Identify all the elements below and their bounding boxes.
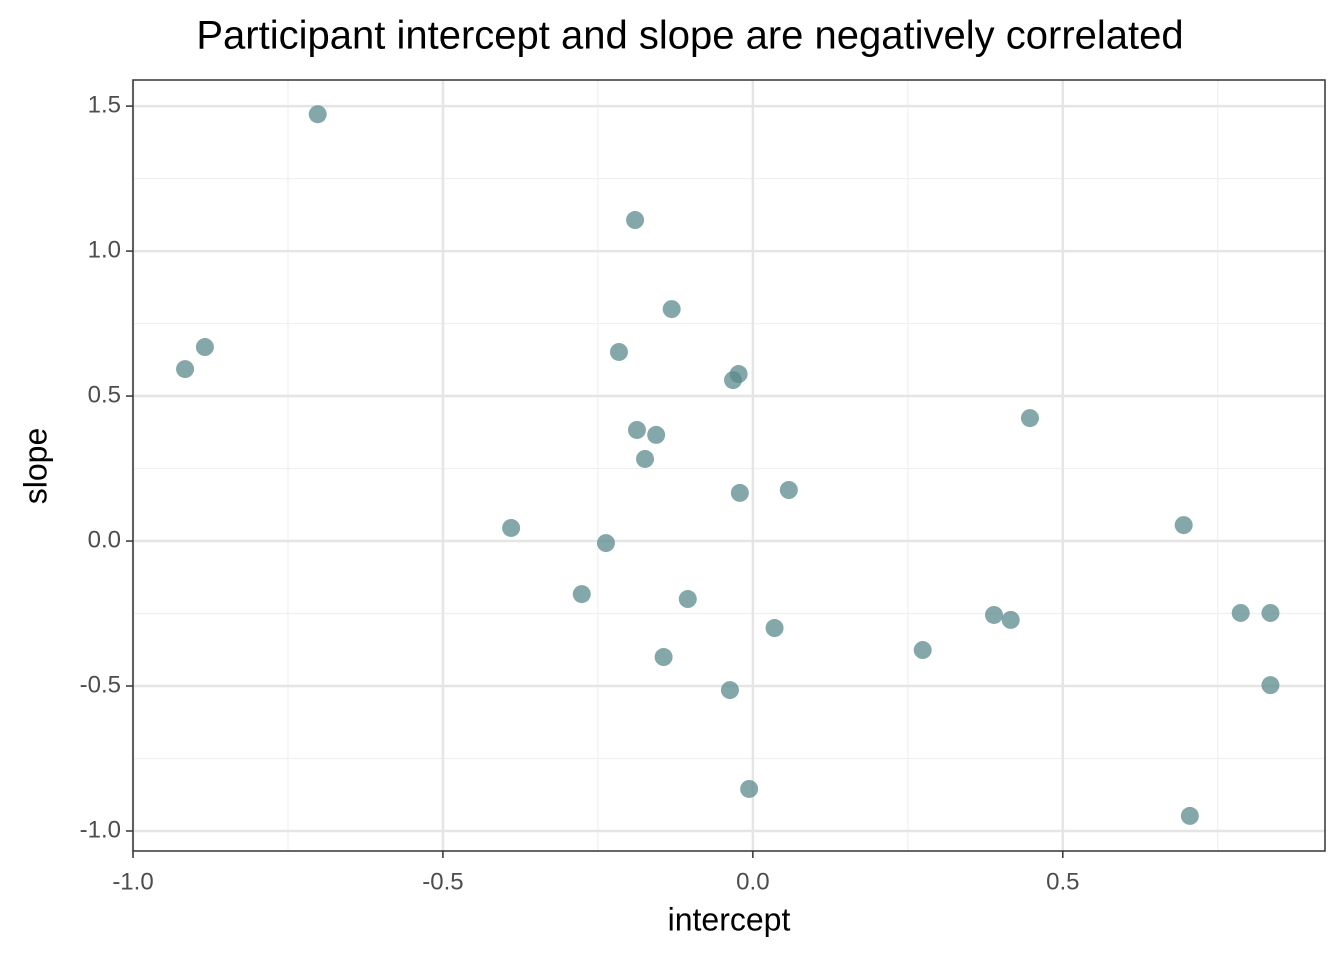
point [984, 605, 1003, 624]
point [627, 420, 646, 439]
points [176, 105, 1280, 825]
x-tick-label: -0.5 [422, 868, 463, 895]
point [1261, 603, 1280, 622]
point [502, 518, 521, 537]
point [678, 590, 697, 609]
x-tick-label: 0.0 [736, 868, 769, 895]
point [913, 641, 932, 660]
point [1174, 516, 1193, 535]
point [740, 779, 759, 798]
point [636, 449, 655, 468]
point [176, 360, 195, 379]
panel-border [132, 79, 1326, 852]
x-axis-title: intercept [668, 901, 791, 937]
y-tick-label: 0.5 [88, 381, 121, 408]
point [308, 105, 327, 124]
chart-title: Participant intercept and slope are nega… [196, 14, 1183, 58]
x-tick-label: -1.0 [112, 868, 153, 895]
point [647, 425, 666, 444]
y-tick-label: 1.5 [88, 91, 121, 118]
point [596, 534, 615, 553]
grid [131, 80, 1325, 851]
point [730, 483, 749, 502]
point [654, 648, 673, 667]
point [1261, 676, 1280, 695]
point [765, 619, 784, 638]
y-tick-label: 0.0 [88, 526, 121, 553]
point [1180, 806, 1199, 825]
point [720, 681, 739, 700]
point [195, 338, 214, 357]
y-tick-label: 1.0 [88, 236, 121, 263]
point [779, 481, 798, 500]
x-tick-label: 0.5 [1046, 868, 1079, 895]
y-axis-title: slope [17, 428, 53, 505]
point [1001, 610, 1020, 629]
point [572, 585, 591, 604]
point [662, 300, 681, 319]
point [724, 371, 743, 390]
point [1231, 603, 1250, 622]
y-tick-label: -1.0 [80, 816, 121, 843]
point [609, 342, 628, 361]
point [1020, 409, 1039, 428]
point [626, 211, 645, 230]
y-tick-label: -0.5 [80, 671, 121, 698]
